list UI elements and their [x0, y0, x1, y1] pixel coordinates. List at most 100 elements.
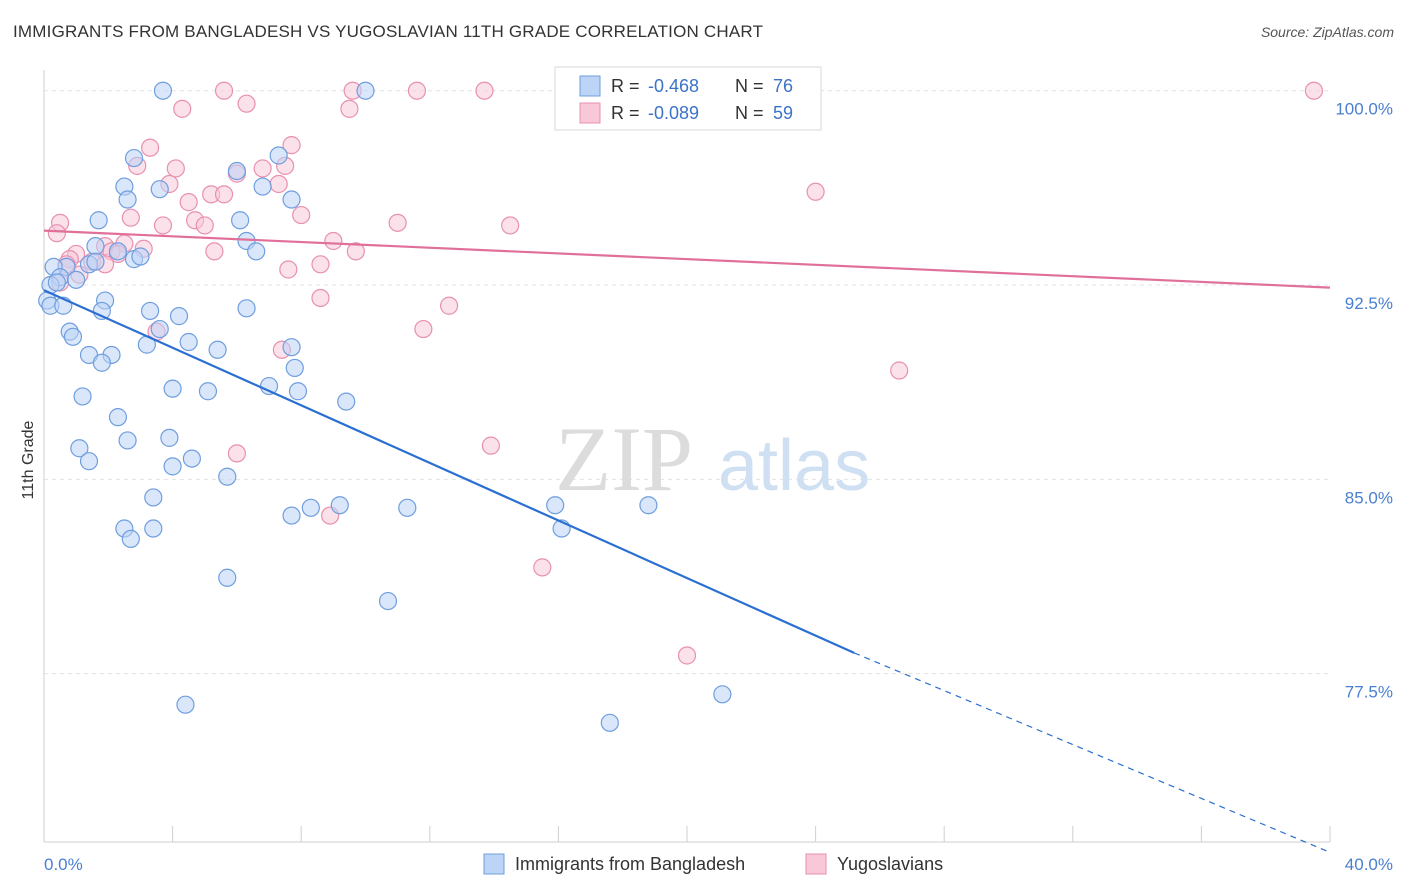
- bangladesh-point: [600, 713, 619, 732]
- y-tick-labels: 100.0% 92.5% 85.0% 77.5%: [1335, 100, 1393, 702]
- series-swatch-yugoslavians: [805, 853, 827, 875]
- bangladesh-point: [269, 146, 288, 165]
- yugoslavians-point: [475, 81, 494, 100]
- legend-n-value-pink: 59: [773, 103, 793, 123]
- stats-legend: R = -0.468 N = 76 R = -0.089 N = 59: [554, 66, 822, 131]
- bangladesh-point: [337, 392, 356, 411]
- chart-source: Source: ZipAtlas.com: [1260, 24, 1394, 40]
- bangladesh-point: [86, 237, 105, 256]
- bangladesh-point: [288, 382, 308, 401]
- yugoslavians-point: [214, 185, 234, 204]
- bangladesh-point: [118, 190, 137, 209]
- bangladesh-point: [153, 81, 173, 100]
- x-ticks: [172, 826, 1331, 842]
- bangladesh-point: [86, 252, 105, 271]
- bangladesh-point: [150, 319, 169, 339]
- legend-n-value-blue: 76: [773, 76, 793, 96]
- series-swatch-bangladesh: [483, 853, 505, 875]
- yugoslavians-point: [237, 94, 256, 113]
- bangladesh-point: [218, 467, 237, 486]
- legend-n-label-blue: N =: [735, 76, 764, 96]
- watermark-zip: ZIP: [555, 408, 693, 510]
- yugoslavians-point: [279, 260, 298, 279]
- bangladesh-point: [282, 338, 301, 357]
- bangladesh-point: [546, 496, 565, 515]
- yugoslavians-point: [311, 288, 330, 308]
- legend-swatch-pink: [579, 102, 601, 124]
- x-tick-label-min: 0.0%: [44, 855, 83, 874]
- bangladesh-point: [150, 180, 169, 199]
- yugoslavians-point: [677, 646, 697, 665]
- bangladesh-point: [282, 506, 301, 525]
- yugoslavians-point: [324, 231, 343, 251]
- bangladesh-point: [247, 242, 266, 261]
- yugoslavians-point: [890, 361, 909, 380]
- bangladesh-point: [140, 301, 160, 321]
- chart-title: IMMIGRANTS FROM BANGLADESH VS YUGOSLAVIA…: [13, 22, 764, 41]
- yugoslavians-point: [153, 216, 173, 235]
- bangladesh-point: [67, 270, 86, 289]
- bangladesh-point: [227, 161, 246, 181]
- legend-r-label-pink: R =: [611, 103, 640, 123]
- yugoslavians-point: [481, 436, 500, 455]
- bangladesh-point: [179, 332, 198, 352]
- yugoslavians-point: [388, 213, 407, 232]
- bangladesh-point: [131, 247, 150, 266]
- bangladesh-point: [231, 211, 250, 230]
- bangladesh-point: [398, 498, 417, 517]
- bangladesh-point: [282, 190, 301, 209]
- yugoslavians-point: [346, 242, 365, 261]
- yugoslavians-point: [140, 138, 160, 157]
- bangladesh-point: [163, 379, 182, 398]
- y-tick-label: 77.5%: [1345, 683, 1393, 702]
- yugoslavians-point: [227, 444, 246, 463]
- bangladesh-point: [144, 519, 163, 538]
- series-label-bangladesh: Immigrants from Bangladesh: [515, 854, 745, 874]
- yugoslavians-point: [292, 205, 311, 225]
- legend-swatch-blue: [579, 75, 601, 97]
- yugoslavians-point: [214, 81, 234, 100]
- bangladesh-point: [639, 496, 658, 515]
- yugoslavians-point: [806, 182, 825, 201]
- yugoslavians-point: [407, 81, 427, 100]
- yugoslavians-point: [533, 558, 552, 577]
- trend-lines: [43, 229, 1331, 853]
- legend-r-value-pink: -0.089: [648, 103, 699, 123]
- bangladesh-point: [208, 340, 227, 359]
- yugoslavians-point: [282, 136, 301, 155]
- bangladesh-point: [163, 457, 182, 476]
- yugoslavians-trend-line: [43, 229, 1331, 289]
- bangladesh-point: [253, 177, 272, 196]
- legend-r-label-blue: R =: [611, 76, 640, 96]
- bangladesh-point: [237, 299, 256, 318]
- yugoslavians-point: [205, 242, 224, 261]
- bangladesh-point: [89, 211, 108, 230]
- y-axis-title: 11th Grade: [20, 420, 37, 499]
- watermark: ZIP atlas: [555, 408, 870, 510]
- bangladesh-point: [79, 452, 99, 471]
- y-tick-label: 85.0%: [1345, 488, 1393, 507]
- yugoslavians-point: [253, 159, 272, 178]
- y-tick-label: 100.0%: [1335, 100, 1393, 119]
- series-legend: Immigrants from Bangladesh Yugoslavians: [483, 853, 943, 875]
- bangladesh-point: [92, 353, 111, 372]
- bangladesh-point: [121, 529, 140, 548]
- bangladesh-point: [160, 428, 179, 447]
- watermark-atlas: atlas: [718, 426, 870, 506]
- bangladesh-point: [144, 488, 163, 507]
- bangladesh-point: [108, 242, 128, 261]
- bangladesh-point: [118, 431, 137, 450]
- bangladesh-point: [182, 449, 201, 468]
- yugoslavians-point: [195, 216, 214, 235]
- bangladesh-trend-line: [43, 289, 855, 654]
- bangladesh-point: [713, 685, 732, 704]
- legend-n-label-pink: N =: [735, 103, 764, 123]
- bangladesh-point: [218, 568, 237, 587]
- yugoslavians-point: [501, 216, 520, 235]
- bangladesh-point: [330, 496, 349, 515]
- bangladesh-point: [301, 498, 320, 517]
- yugoslavians-point: [179, 193, 198, 212]
- bangladesh-point: [108, 408, 128, 427]
- bangladesh-point: [356, 81, 375, 100]
